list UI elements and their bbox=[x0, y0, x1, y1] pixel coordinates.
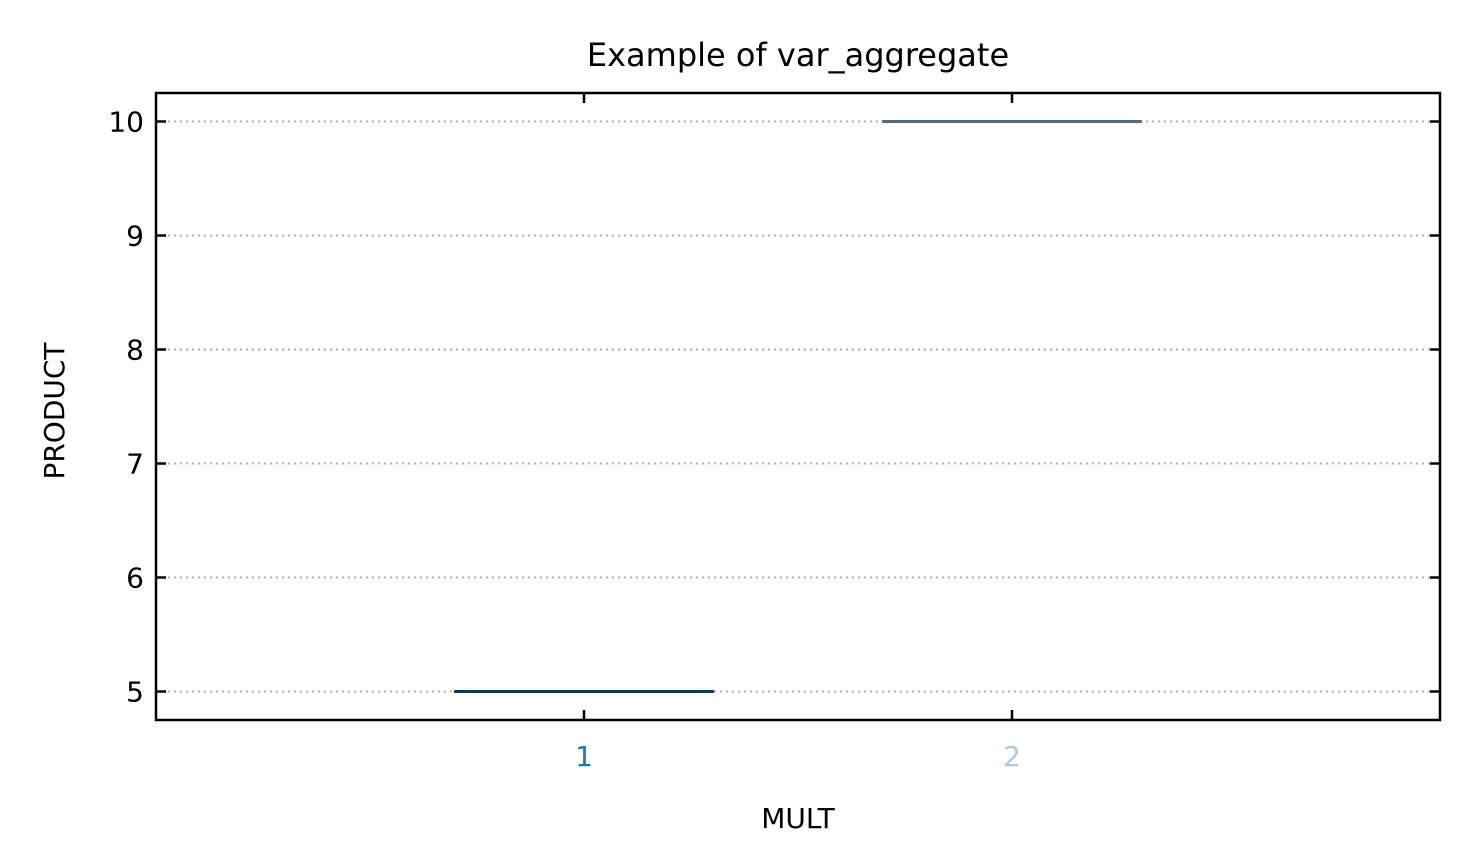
chart-title: Example of var_aggregate bbox=[587, 36, 1009, 74]
axes-frame bbox=[154, 91, 1442, 722]
y-tick-label: 8 bbox=[126, 334, 144, 367]
y-tick-label: 10 bbox=[108, 106, 144, 139]
y-tick-label: 6 bbox=[126, 562, 144, 595]
y-tick-label: 5 bbox=[126, 676, 144, 709]
y-tick-label: 7 bbox=[126, 448, 144, 481]
grid-layer bbox=[156, 120, 1440, 693]
x-tick-label: 2 bbox=[1003, 740, 1021, 773]
y-axis-label: PRODUCT bbox=[38, 342, 71, 480]
box-layer bbox=[454, 120, 1142, 694]
x-axis-label: MULT bbox=[761, 802, 835, 835]
tick-layer: 5 6 7 8 9 10 1 2 bbox=[108, 93, 1440, 773]
x-tick-label: 1 bbox=[575, 740, 593, 773]
y-tick-label: 9 bbox=[126, 220, 144, 253]
